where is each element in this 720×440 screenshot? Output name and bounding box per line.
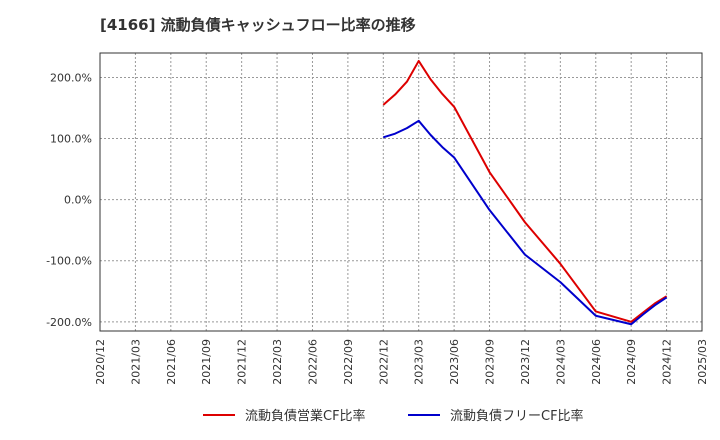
x-tick-label: 2024/06 [590,339,603,385]
x-tick-label: 2021/06 [165,339,178,385]
x-tick-label: 2022/09 [342,339,355,385]
grid-lines [99,53,703,331]
legend: 流動負債営業CF比率 流動負債フリーCF比率 [203,408,584,424]
series-lines [382,59,668,326]
x-tick-label: 2023/03 [413,339,426,385]
x-tick-label: 2024/12 [661,339,674,385]
x-tick-label: 2025/03 [696,339,709,385]
x-tick-label: 2021/09 [200,339,213,385]
y-tick-label: -200.0% [46,316,92,329]
y-tick-label: 200.0% [50,71,92,84]
x-tick-label: 2020/12 [94,339,107,385]
legend-label-2: 流動負債フリーCF比率 [450,408,584,424]
x-axis-ticks: 2020/12 2021/03 2021/06 2021/09 2021/12 2022/… [94,339,709,385]
y-tick-label: 100.0% [50,133,92,146]
x-tick-label: 2021/12 [236,339,249,385]
legend-label-1: 流動負債営業CF比率 [245,408,366,424]
plot-area [99,52,703,332]
x-tick-label: 2022/12 [377,339,390,385]
x-tick-label: 2023/06 [448,339,461,385]
x-tick-label: 2021/03 [129,339,142,385]
x-tick-label: 2024/03 [554,339,567,385]
x-tick-label: 2023/09 [484,339,497,385]
x-tick-label: 2022/06 [306,339,319,385]
chart-title: [4166] 流動負債キャッシュフロー比率の推移 [100,16,416,34]
x-tick-label: 2024/09 [625,339,638,385]
series-line-1 [382,59,668,323]
y-axis-ticks: 200.0% 100.0% 0.0% -100.0% -200.0% [46,71,92,328]
y-tick-label: -100.0% [46,255,92,268]
series-line-2 [382,119,668,326]
x-tick-label: 2023/12 [519,339,532,385]
y-tick-label: 0.0% [64,194,92,207]
x-tick-label: 2022/03 [271,339,284,385]
